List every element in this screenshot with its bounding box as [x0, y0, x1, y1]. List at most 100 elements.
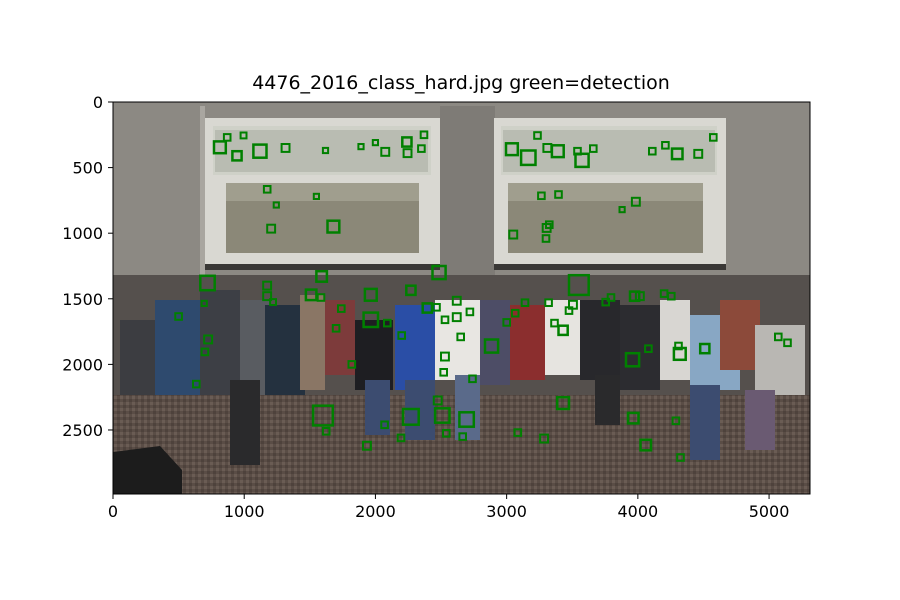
detection-box-11 — [401, 136, 413, 148]
y-tick-label: 2000 — [62, 355, 103, 374]
detection-box-111 — [671, 416, 681, 426]
detection-box-52 — [316, 293, 326, 302]
detection-box-88 — [624, 351, 641, 368]
x-tick-label: 0 — [108, 502, 118, 521]
detection-box-71 — [468, 374, 477, 384]
detection-box-28 — [648, 146, 657, 156]
detection-box-100 — [396, 433, 406, 443]
detection-box-96 — [311, 404, 335, 427]
detection-box-85 — [634, 291, 645, 302]
x-tick-label: 3000 — [486, 502, 527, 521]
y-tick-label: 0 — [93, 93, 103, 112]
detection-box-15 — [262, 185, 272, 194]
detection-box-98 — [362, 440, 372, 451]
detection-box-58 — [397, 331, 406, 340]
detection-box-70 — [432, 395, 443, 406]
detection-box-2 — [239, 131, 248, 140]
detection-box-84 — [628, 290, 641, 303]
detection-box-39 — [541, 234, 551, 243]
detection-box-67 — [456, 332, 465, 342]
detection-box-54 — [363, 287, 378, 302]
detection-box-42 — [200, 299, 208, 307]
x-axis: 0 1000 2000 3000 4000 5000 — [108, 494, 789, 521]
detection-box-22 — [533, 131, 542, 140]
detection-box-55 — [331, 324, 341, 333]
detection-box-78 — [557, 324, 569, 337]
detection-box-97 — [321, 427, 331, 436]
detection-box-90 — [674, 341, 683, 351]
detection-box-66 — [440, 315, 450, 325]
x-tick-label: 2000 — [355, 502, 396, 521]
detection-box-60 — [421, 302, 434, 314]
detection-box-19 — [326, 219, 341, 234]
detection-box-61 — [432, 303, 441, 312]
detection-box-46 — [192, 379, 201, 389]
detection-box-104 — [458, 411, 476, 428]
detection-box-13 — [417, 144, 426, 153]
detection-box-106 — [513, 428, 523, 437]
detection-box-7 — [321, 146, 330, 155]
detection-box-5 — [252, 143, 268, 159]
detection-box-77 — [550, 318, 559, 328]
detection-box-43 — [174, 312, 183, 321]
detection-box-3 — [212, 140, 228, 155]
detection-box-1 — [222, 133, 232, 142]
detection-box-4 — [231, 149, 243, 162]
detection-box-76 — [544, 298, 553, 307]
detection-box-44 — [203, 334, 214, 345]
detection-box-21 — [519, 149, 537, 167]
detection-box-89 — [644, 344, 653, 353]
detection-box-112 — [676, 453, 685, 462]
detection-box-14 — [419, 130, 429, 140]
detection-box-69 — [439, 368, 448, 377]
detection-box-74 — [510, 308, 520, 318]
detection-box-17 — [312, 192, 320, 201]
detection-box-57 — [383, 318, 392, 328]
y-tick-label: 1500 — [62, 290, 103, 309]
detection-box-18 — [266, 223, 277, 234]
detection-box-102 — [433, 407, 451, 424]
detection-box-110 — [639, 438, 653, 452]
detection-box-32 — [709, 133, 718, 142]
detection-box-30 — [670, 147, 684, 161]
detection-box-24 — [550, 144, 565, 159]
y-axis: 0 500 1000 1500 2000 2500 — [62, 93, 113, 440]
detection-box-101 — [401, 407, 420, 426]
detection-box-29 — [661, 141, 670, 150]
detection-box-93 — [774, 332, 783, 342]
y-tick-label: 1000 — [62, 224, 103, 243]
projection-screen-left — [205, 118, 440, 270]
detection-box-92 — [698, 342, 711, 355]
detection-box-105 — [458, 432, 467, 441]
detection-box-109 — [626, 411, 640, 425]
detection-box-59 — [405, 284, 417, 297]
detection-box-94 — [783, 338, 792, 348]
detection-box-68 — [440, 351, 450, 362]
projection-screen-right — [494, 118, 726, 270]
detection-box-40 — [508, 229, 519, 240]
y-tick-label: 2500 — [62, 421, 103, 440]
photo-image — [113, 102, 810, 494]
detection-box-72 — [483, 338, 500, 354]
detection-box-53 — [337, 304, 346, 313]
detection-boxes — [174, 130, 792, 462]
detection-box-108 — [555, 395, 571, 411]
detection-box-38 — [545, 220, 554, 229]
detection-box-63 — [451, 295, 462, 306]
y-tick-label: 500 — [72, 159, 103, 178]
detection-box-12 — [402, 148, 413, 159]
detection-box-99 — [380, 420, 389, 430]
detection-box-75 — [520, 298, 530, 307]
detection-box-87 — [667, 291, 676, 301]
x-tick-label: 1000 — [224, 502, 265, 521]
detection-box-33 — [537, 191, 546, 201]
detection-box-107 — [539, 433, 549, 444]
detection-box-80 — [568, 299, 578, 310]
x-tick-label: 4000 — [617, 502, 658, 521]
detection-box-45 — [200, 347, 210, 357]
detection-box-26 — [574, 152, 590, 169]
detection-box-62 — [431, 264, 447, 281]
detection-box-34 — [554, 190, 563, 199]
detection-box-9 — [371, 139, 379, 147]
detection-box-49 — [269, 298, 278, 307]
